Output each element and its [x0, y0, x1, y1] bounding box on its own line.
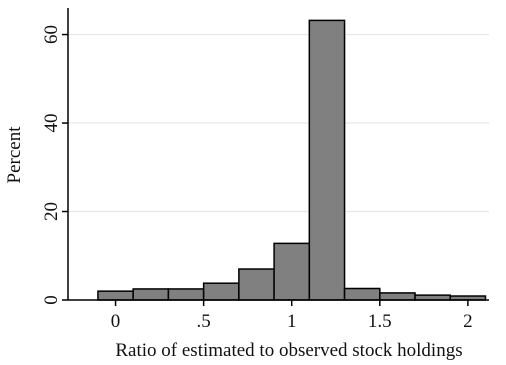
- y-tick-label: 20: [41, 202, 62, 221]
- histogram-bar: [132, 288, 170, 301]
- histogram-bar: [273, 242, 311, 301]
- x-tick-label: 1: [287, 311, 297, 332]
- y-tick-label: 60: [41, 25, 62, 44]
- x-axis-title: Ratio of estimated to observed stock hol…: [115, 340, 462, 361]
- histogram-bar: [308, 19, 346, 301]
- x-axis-ticks: 0 .5 1 1.5 2: [111, 300, 473, 332]
- histogram-bar: [97, 290, 134, 301]
- histogram-bar: [167, 288, 205, 301]
- histogram-bar: [238, 268, 275, 301]
- y-tick-label: 0: [41, 295, 62, 305]
- x-tick-label: 2: [463, 311, 473, 332]
- y-axis-ticks: 0 20 40 60: [41, 25, 68, 305]
- histogram-bar: [343, 287, 381, 301]
- histogram-bar: [379, 292, 416, 301]
- gridlines: [68, 33, 489, 213]
- y-tick-label: 40: [41, 114, 62, 133]
- histogram-bar: [202, 282, 240, 301]
- y-axis-title: Percent: [4, 126, 25, 184]
- x-tick-label: 0: [111, 311, 121, 332]
- x-tick-label: 1.5: [368, 311, 392, 332]
- histogram-bars: [97, 19, 487, 301]
- x-tick-label: .5: [197, 311, 211, 332]
